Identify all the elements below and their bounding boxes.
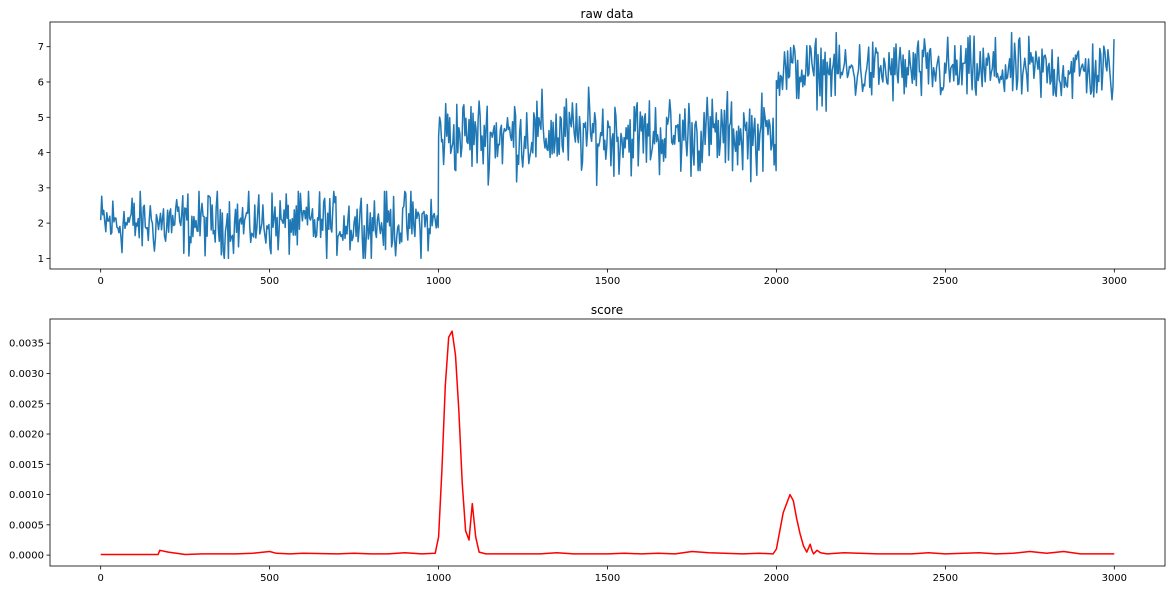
raw-data-xtick-label: 1000 [426,276,451,287]
score-ytick-label: 0.0035 [9,339,44,350]
raw-data-xtick-label: 2000 [764,276,789,287]
raw-data-xtick-label: 500 [260,276,279,287]
score-ytick-label: 0.0020 [9,430,44,441]
raw-data-subplot: raw data 0 500 1000 1500 2000 2500 3000 1 2 3 4 5 6 7 [38,7,1166,287]
score-xtick-label: 500 [260,573,279,584]
raw-data-plot-area: 0 500 1000 1500 2000 2500 3000 1 2 3 4 5 6 7 [38,21,1166,287]
raw-data-ytick-label: 4 [38,148,44,159]
score-title: score [591,303,623,317]
score-xtick-label: 2000 [764,573,789,584]
score-ytick-label: 0.0015 [9,460,44,471]
raw-data-ytick-label: 1 [38,254,44,265]
score-ytick-label: 0.0005 [9,520,44,531]
score-ytick-label: 0.0010 [9,490,44,501]
score-series-line [100,330,1115,556]
raw-data-xtick-label: 0 [97,276,103,287]
score-xtick-label: 0 [97,573,103,584]
raw-data-xtick-label: 1500 [595,276,620,287]
raw-data-ytick-label: 2 [38,219,44,230]
raw-data-series-line [99,31,1115,260]
raw-data-ytick-label: 7 [38,42,44,53]
score-ytick-label: 0.0030 [9,369,44,380]
score-ytick-label: 0.0000 [9,551,44,562]
score-xtick-label: 1000 [426,573,451,584]
score-ytick-label: 0.0025 [9,399,44,410]
raw-data-xtick-label: 3000 [1102,276,1127,287]
score-xtick-label: 3000 [1102,573,1127,584]
score-xtick-label: 2500 [933,573,958,584]
raw-data-xtick-label: 2500 [933,276,958,287]
score-xtick-label: 1500 [595,573,620,584]
raw-data-title: raw data [581,7,634,21]
score-plot-area: 0 500 1000 1500 2000 2500 3000 0.0000 0.0005 0.00… [9,318,1166,584]
raw-data-ytick-label: 6 [38,77,44,88]
raw-data-ytick-label: 3 [38,183,44,194]
score-subplot: score 0 500 1000 1500 2000 2500 3000 0.0000 0.00… [9,303,1166,584]
raw-data-ytick-label: 5 [38,113,44,124]
